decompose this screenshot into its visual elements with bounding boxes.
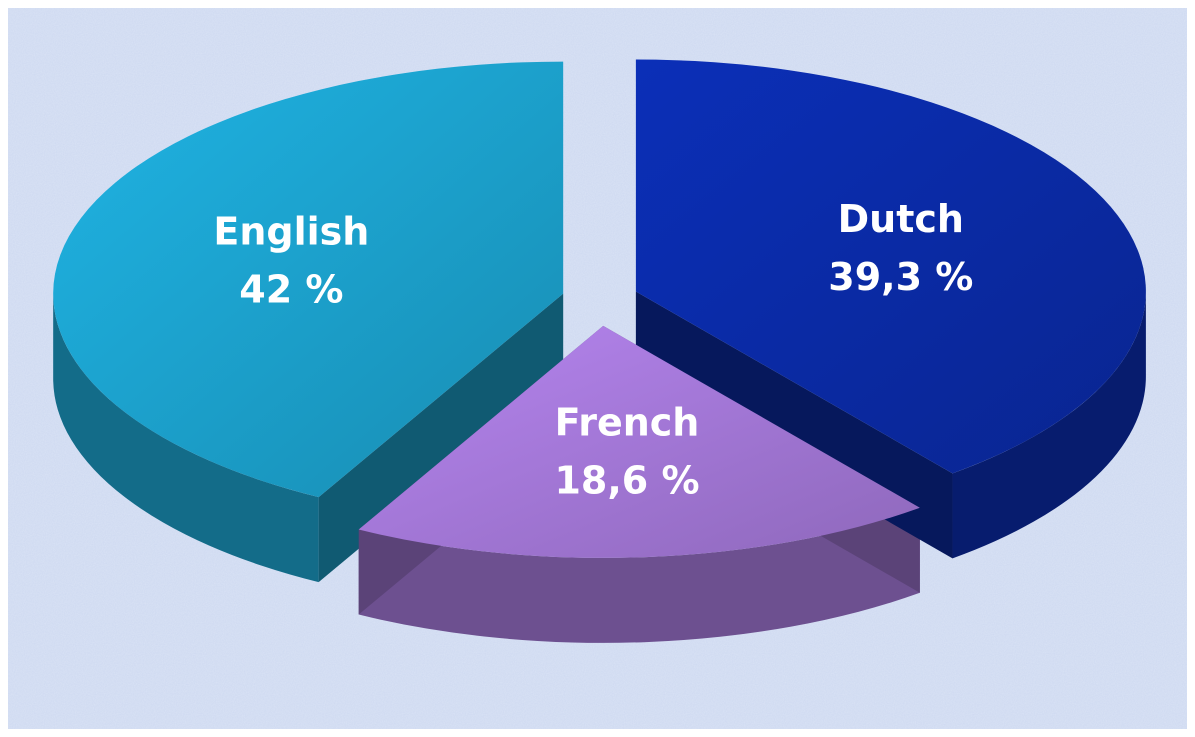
slice-side <box>358 507 920 643</box>
slice-value-label: 39,3 % <box>828 255 973 299</box>
slice-category-label: French <box>555 401 700 445</box>
slice-wall <box>318 293 564 583</box>
slice-side <box>952 291 1146 559</box>
slice-category-label: Dutch <box>838 197 964 241</box>
labels: English 42 % French 18,6 % Dutch 39,3 % <box>213 197 973 503</box>
slice-category-label: English <box>213 209 369 253</box>
slice <box>358 325 920 558</box>
slice <box>635 59 1146 474</box>
sides <box>53 291 1146 643</box>
tops <box>53 59 1146 558</box>
slice <box>53 61 564 498</box>
slice-side <box>53 293 319 583</box>
slice-value-label: 42 % <box>239 267 343 311</box>
slice-value-label: 18,6 % <box>554 459 699 503</box>
